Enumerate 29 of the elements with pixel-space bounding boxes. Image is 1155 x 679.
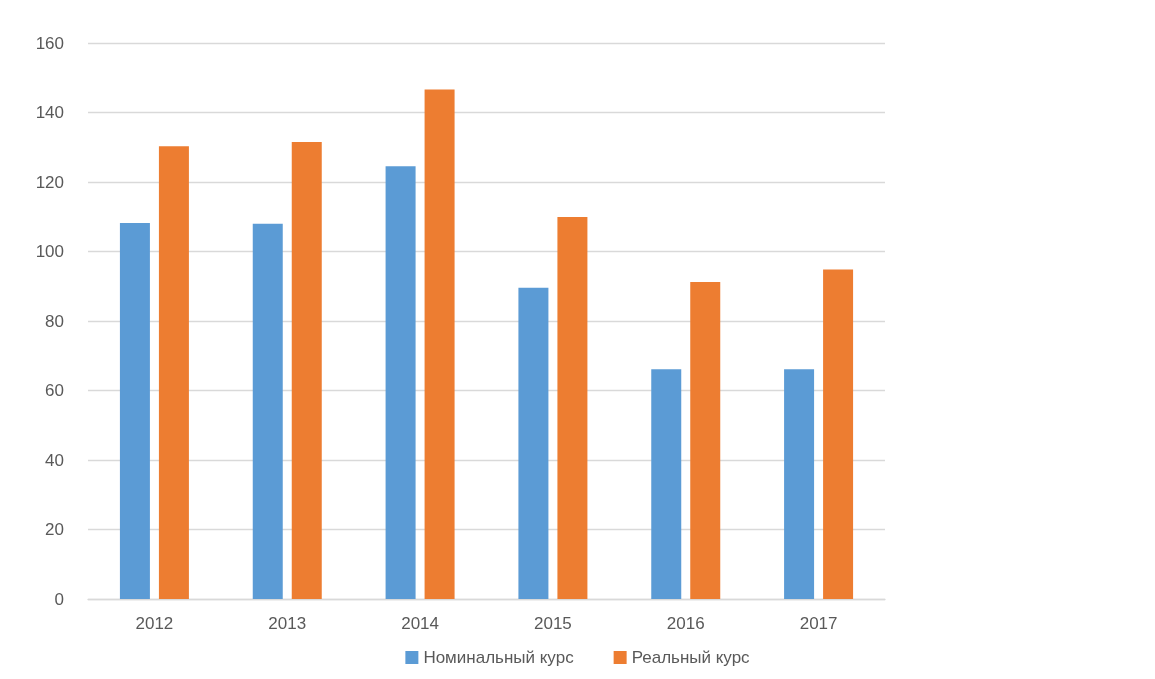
x-tick-label: 2014 bbox=[401, 614, 439, 633]
bar bbox=[651, 369, 682, 599]
bar bbox=[252, 223, 283, 599]
y-tick-label: 20 bbox=[45, 520, 64, 539]
y-tick-label: 60 bbox=[45, 381, 64, 400]
x-tick-label: 2015 bbox=[534, 614, 572, 633]
y-tick-label: 160 bbox=[35, 33, 64, 53]
x-tick-label: 2013 bbox=[268, 614, 307, 633]
bar bbox=[385, 166, 416, 599]
y-tick-label: 120 bbox=[35, 172, 64, 192]
y-tick-label: 140 bbox=[35, 103, 64, 122]
y-tick-label: 80 bbox=[45, 311, 64, 331]
bar bbox=[690, 282, 721, 599]
bar bbox=[784, 369, 815, 599]
legend-label: Номинальный курс bbox=[423, 648, 575, 667]
y-tick-label: 0 bbox=[54, 589, 64, 609]
legend-label: Реальный курс bbox=[631, 648, 751, 667]
y-tick-label: 100 bbox=[35, 242, 64, 261]
x-tick-label: 2017 bbox=[799, 614, 838, 633]
bar bbox=[557, 217, 588, 599]
bar bbox=[158, 146, 189, 599]
bar bbox=[119, 223, 150, 599]
x-tick-label: 2016 bbox=[666, 614, 705, 633]
y-tick-label: 40 bbox=[45, 450, 64, 470]
x-tick-label: 2012 bbox=[135, 614, 174, 633]
bar bbox=[424, 89, 455, 599]
bar bbox=[291, 142, 322, 599]
bar bbox=[823, 269, 854, 599]
bar bbox=[518, 287, 549, 599]
